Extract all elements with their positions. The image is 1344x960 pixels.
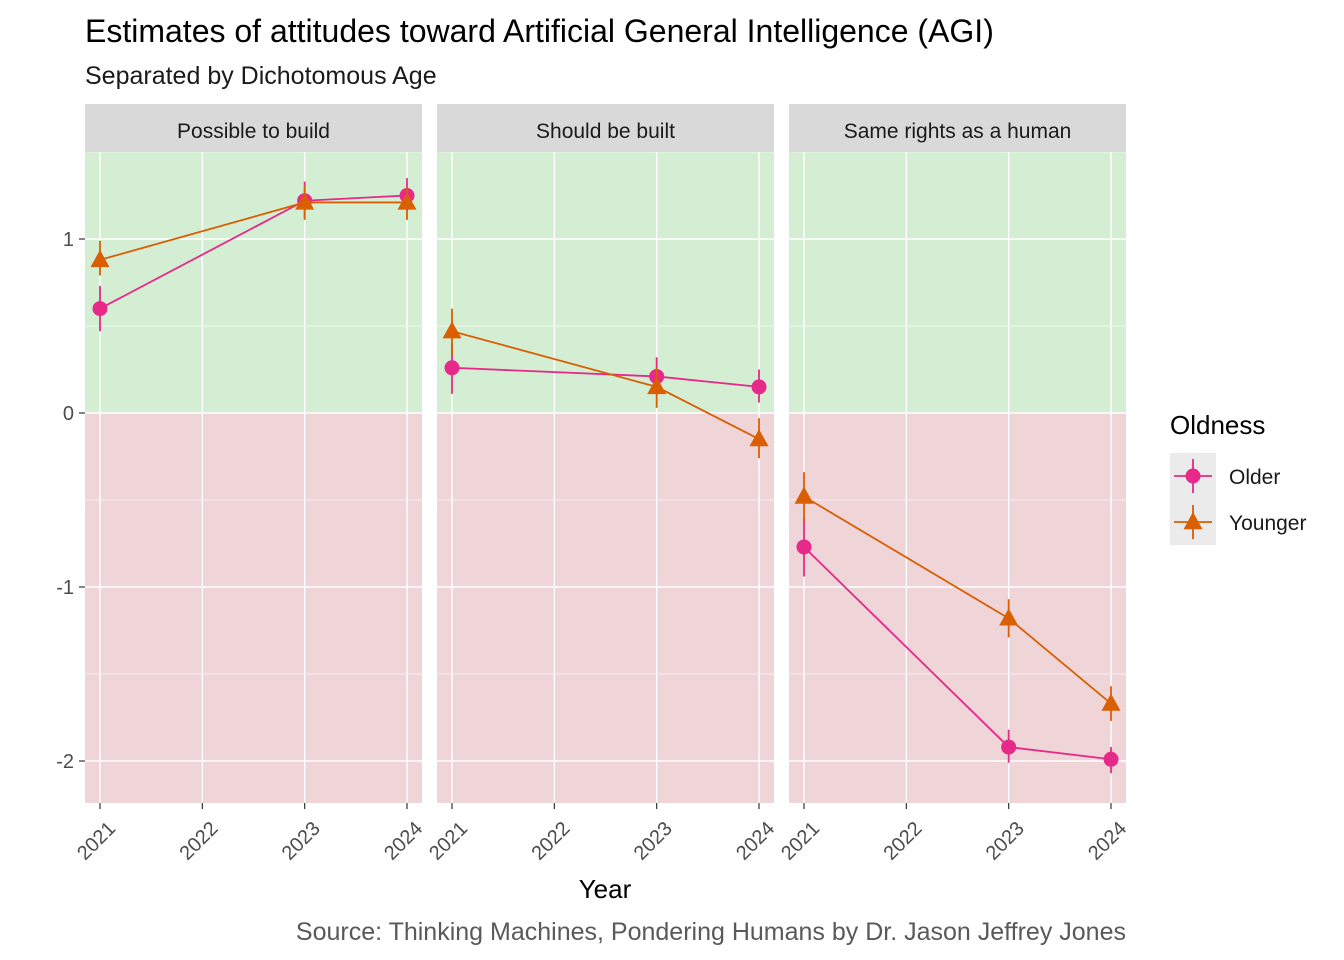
y-tick-label: -1 xyxy=(56,577,74,599)
facet-strip-label: Same rights as a human xyxy=(844,120,1072,143)
data-point-younger xyxy=(647,376,667,395)
panel-1: Possible to build 2021 2022 2023 2024 xyxy=(73,104,427,865)
x-axis-title: Year xyxy=(579,874,632,904)
data-point-older xyxy=(1001,739,1017,755)
data-point-older xyxy=(444,360,460,376)
legend: Oldness Older Younger xyxy=(1170,410,1306,545)
x-tick-label: 2021 xyxy=(777,818,824,865)
caption: Source: Thinking Machines, Pondering Hum… xyxy=(296,918,1126,946)
x-tick-label: 2024 xyxy=(380,818,427,865)
x-tick-label: 2024 xyxy=(732,818,779,865)
chart-subtitle: Separated by Dichotomous Age xyxy=(85,62,437,90)
x-tick-label: 2021 xyxy=(425,818,472,865)
x-tick-label: 2024 xyxy=(1084,818,1131,865)
data-point-younger xyxy=(397,192,417,210)
x-tick-label: 2021 xyxy=(73,818,120,865)
panel-2: Should be built 2021 2022 2023 2024 xyxy=(425,104,779,865)
data-point-younger xyxy=(794,486,814,504)
data-point-younger xyxy=(90,249,110,268)
x-tick-label: 2023 xyxy=(630,818,677,865)
negative-band xyxy=(437,413,774,803)
panel-3: Same rights as a human 2021 2022 2023 2024 xyxy=(777,104,1131,865)
y-tick-label: 1 xyxy=(63,229,74,251)
legend-title: Oldness xyxy=(1170,410,1265,440)
data-point-older xyxy=(751,379,767,395)
negative-band xyxy=(85,413,422,803)
legend-item-older: Older xyxy=(1170,453,1280,499)
y-tick-label: -2 xyxy=(56,751,74,773)
x-tick-label: 2022 xyxy=(527,818,574,865)
facet-strip xyxy=(85,104,422,152)
data-point-younger xyxy=(749,429,769,447)
x-tick-label: 2023 xyxy=(278,818,325,865)
legend-key-marker xyxy=(1183,512,1203,530)
x-tick-label: 2023 xyxy=(982,818,1029,865)
facet-strip xyxy=(437,104,774,152)
data-point-older xyxy=(92,301,108,317)
legend-item-younger: Younger xyxy=(1170,499,1306,545)
legend-label: Younger xyxy=(1229,512,1306,535)
x-tick-label: 2022 xyxy=(175,818,222,865)
chart-title: Estimates of attitudes toward Artificial… xyxy=(85,13,994,49)
data-point-younger xyxy=(1101,693,1121,711)
negative-band xyxy=(789,413,1126,803)
y-axis: 1 0 -1 -2 xyxy=(56,229,85,773)
positive-band xyxy=(789,152,1126,413)
facet-strip-label: Possible to build xyxy=(177,120,330,143)
data-point-younger xyxy=(295,192,315,210)
facet-strip xyxy=(789,104,1126,152)
y-tick-label: 0 xyxy=(63,403,74,425)
data-point-older xyxy=(796,539,812,555)
x-tick-label: 2022 xyxy=(879,818,926,865)
data-point-older xyxy=(1103,751,1119,767)
data-point-younger xyxy=(442,321,462,339)
positive-band xyxy=(85,152,422,413)
legend-label: Older xyxy=(1229,466,1280,489)
facet-strip-label: Should be built xyxy=(536,120,675,143)
legend-key-marker xyxy=(1185,468,1201,484)
data-point-younger xyxy=(999,608,1019,626)
